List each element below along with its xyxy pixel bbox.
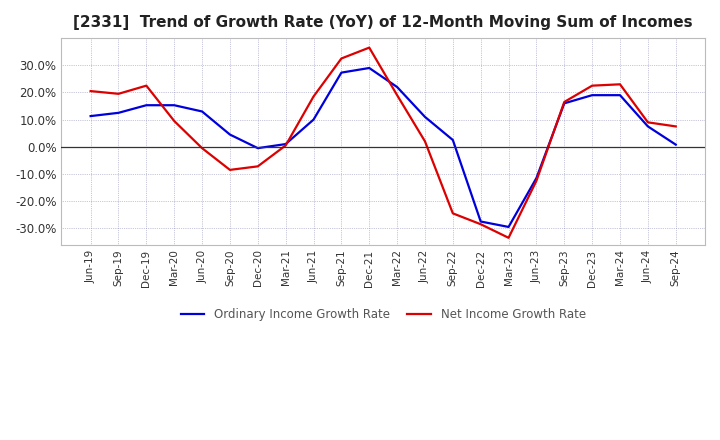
Title: [2331]  Trend of Growth Rate (YoY) of 12-Month Moving Sum of Incomes: [2331] Trend of Growth Rate (YoY) of 12-…	[73, 15, 693, 30]
Ordinary Income Growth Rate	[86, 114, 95, 119]
Ordinary Income Growth Rate	[309, 117, 318, 122]
Net Income Growth Rate	[198, 146, 207, 151]
Line: Ordinary Income Growth Rate: Ordinary Income Growth Rate	[91, 68, 676, 227]
Net Income Growth Rate	[504, 235, 513, 240]
Net Income Growth Rate	[365, 45, 374, 50]
Ordinary Income Growth Rate	[114, 110, 123, 115]
Ordinary Income Growth Rate	[142, 103, 150, 108]
Net Income Growth Rate	[282, 143, 290, 148]
Ordinary Income Growth Rate	[477, 219, 485, 224]
Net Income Growth Rate	[170, 118, 179, 124]
Net Income Growth Rate	[420, 139, 429, 144]
Net Income Growth Rate	[114, 91, 123, 96]
Net Income Growth Rate	[253, 164, 262, 169]
Line: Net Income Growth Rate: Net Income Growth Rate	[91, 48, 676, 238]
Ordinary Income Growth Rate	[644, 124, 652, 129]
Net Income Growth Rate	[588, 83, 596, 88]
Ordinary Income Growth Rate	[225, 132, 234, 137]
Ordinary Income Growth Rate	[253, 146, 262, 151]
Net Income Growth Rate	[142, 83, 150, 88]
Net Income Growth Rate	[560, 99, 569, 105]
Net Income Growth Rate	[86, 88, 95, 94]
Ordinary Income Growth Rate	[198, 109, 207, 114]
Net Income Growth Rate	[449, 211, 457, 216]
Ordinary Income Growth Rate	[504, 224, 513, 230]
Legend: Ordinary Income Growth Rate, Net Income Growth Rate: Ordinary Income Growth Rate, Net Income …	[176, 303, 590, 326]
Net Income Growth Rate	[225, 167, 234, 172]
Ordinary Income Growth Rate	[560, 101, 569, 106]
Ordinary Income Growth Rate	[449, 137, 457, 143]
Ordinary Income Growth Rate	[393, 84, 402, 90]
Net Income Growth Rate	[477, 222, 485, 227]
Net Income Growth Rate	[616, 82, 624, 87]
Net Income Growth Rate	[337, 56, 346, 61]
Net Income Growth Rate	[393, 92, 402, 98]
Ordinary Income Growth Rate	[532, 176, 541, 181]
Net Income Growth Rate	[309, 94, 318, 99]
Ordinary Income Growth Rate	[616, 92, 624, 98]
Ordinary Income Growth Rate	[365, 66, 374, 71]
Ordinary Income Growth Rate	[170, 103, 179, 108]
Net Income Growth Rate	[672, 124, 680, 129]
Net Income Growth Rate	[644, 120, 652, 125]
Ordinary Income Growth Rate	[420, 114, 429, 120]
Ordinary Income Growth Rate	[337, 70, 346, 75]
Ordinary Income Growth Rate	[282, 141, 290, 147]
Ordinary Income Growth Rate	[672, 142, 680, 147]
Ordinary Income Growth Rate	[588, 92, 596, 98]
Net Income Growth Rate	[532, 178, 541, 183]
